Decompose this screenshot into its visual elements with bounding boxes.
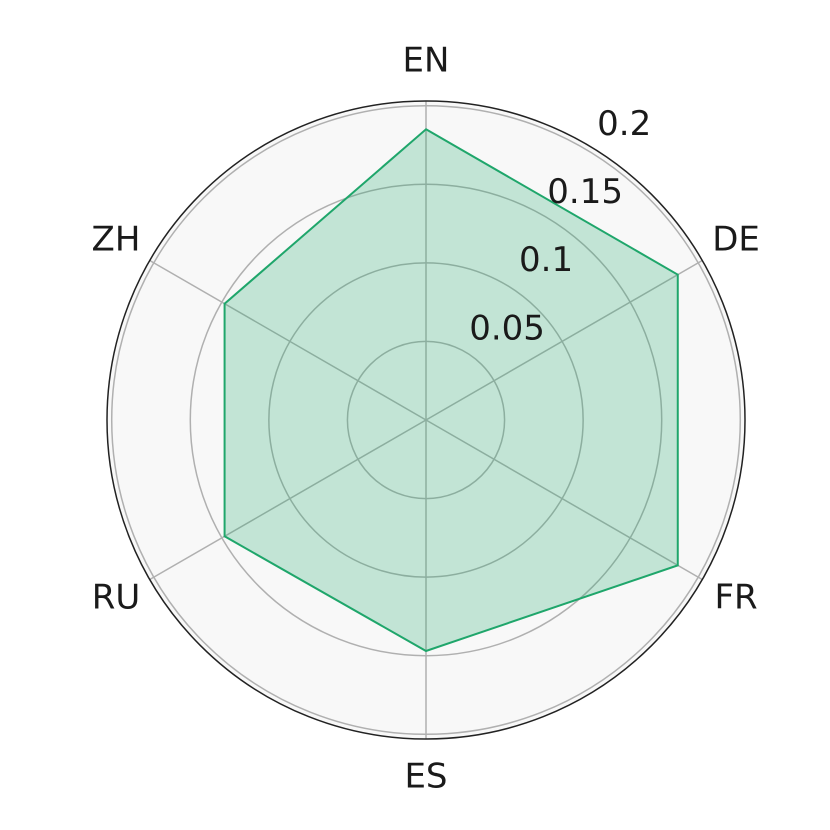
r-tick-label: 0.15	[547, 172, 623, 212]
radar-area	[223, 128, 679, 653]
category-label: ZH	[92, 220, 141, 260]
r-tick-label: 0.1	[519, 240, 573, 280]
category-label: FR	[714, 578, 757, 618]
category-label: RU	[92, 578, 141, 618]
r-tick-label: 0.05	[469, 308, 545, 348]
category-label: DE	[712, 220, 760, 260]
spoke	[149, 259, 427, 421]
r-tick-label: 0.2	[597, 104, 651, 144]
spoke	[425, 259, 703, 421]
plot-frame	[106, 100, 746, 740]
category-label: EN	[403, 41, 450, 81]
category-label: ES	[404, 757, 447, 797]
spoke	[425, 419, 703, 581]
spoke	[149, 419, 427, 581]
